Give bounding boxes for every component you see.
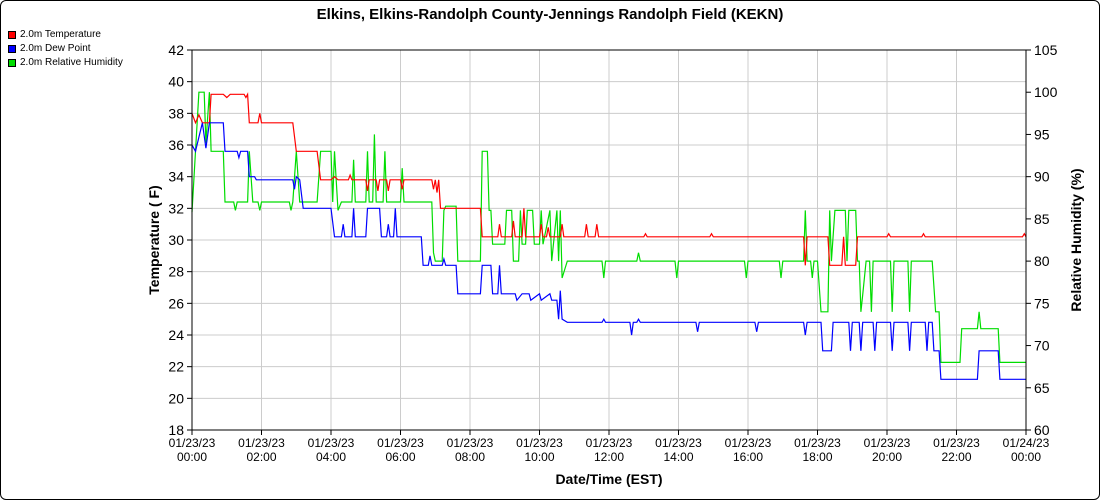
y-tick-label: 26 xyxy=(168,295,184,311)
x-tick-time-label: 14:00 xyxy=(663,450,693,464)
x-tick-time-label: 22:00 xyxy=(941,450,971,464)
x-tick-time-label: 12:00 xyxy=(594,450,624,464)
series-layer xyxy=(191,91,1027,380)
y2-tick-label: 85 xyxy=(1034,211,1050,227)
x-tick-date-label: 01/24/23 xyxy=(1003,436,1050,450)
y-tick-label: 40 xyxy=(168,74,184,90)
temperature-line xyxy=(191,92,1027,266)
x-tick-time-label: 06:00 xyxy=(385,450,415,464)
x-tick-date-label: 01/23/23 xyxy=(238,436,285,450)
dew-point-line xyxy=(191,122,1026,380)
y-tick-label: 22 xyxy=(168,359,184,375)
x-tick-date-label: 01/23/23 xyxy=(725,436,772,450)
y-tick-label: 34 xyxy=(168,169,184,185)
y-tick-label: 36 xyxy=(168,137,184,153)
y2-tick-label: 60 xyxy=(1034,422,1050,438)
x-tick-date-label: 01/23/23 xyxy=(447,436,494,450)
x-tick-time-label: 20:00 xyxy=(872,450,902,464)
x-tick-date-label: 01/23/23 xyxy=(933,436,980,450)
x-tick-time-label: 04:00 xyxy=(316,450,346,464)
x-tick-date-label: 01/23/23 xyxy=(169,436,216,450)
y-tick-label: 24 xyxy=(168,327,184,343)
y2-tick-label: 95 xyxy=(1034,126,1050,142)
legend-label: 2.0m Dew Point xyxy=(20,43,91,54)
x-tick-time-label: 00:00 xyxy=(177,450,207,464)
x-tick-time-label: 10:00 xyxy=(524,450,554,464)
legend-label: 2.0m Temperature xyxy=(20,29,101,40)
grid-lines xyxy=(191,49,1027,431)
y-tick-label: 32 xyxy=(168,200,184,216)
legend-item-relative-humidity[interactable]: 2.0m Relative Humidity xyxy=(8,56,123,70)
x-tick-date-label: 01/23/23 xyxy=(377,436,424,450)
y2-tick-label: 65 xyxy=(1034,380,1050,396)
legend-swatch-temperature xyxy=(8,31,16,39)
legend: 2.0m Temperature 2.0m Dew Point 2.0m Rel… xyxy=(8,28,123,70)
x-tick-time-label: 18:00 xyxy=(802,450,832,464)
y2-tick-label: 100 xyxy=(1034,84,1058,100)
y-tick-label: 28 xyxy=(168,264,184,280)
axes: 18 20 22 24 26 28 30 32 34 36 38 40 42 60 65 70 75 80 85 90… xyxy=(168,42,1057,464)
y2-axis-label: Relative Humidity (%) xyxy=(1068,168,1084,311)
x-tick-time-label: 16:00 xyxy=(733,450,763,464)
y2-tick-label: 105 xyxy=(1034,42,1058,58)
y-tick-label: 18 xyxy=(168,422,184,438)
x-tick-date-label: 01/23/23 xyxy=(516,436,563,450)
x-tick-time-label: 08:00 xyxy=(455,450,485,464)
y-axis-label: Temperature ( F) xyxy=(146,185,162,294)
y2-tick-label: 80 xyxy=(1034,253,1050,269)
x-tick-date-label: 01/23/23 xyxy=(586,436,633,450)
y-tick-label: 38 xyxy=(168,105,184,121)
legend-item-temperature[interactable]: 2.0m Temperature xyxy=(8,28,123,42)
y-tick-label: 20 xyxy=(168,390,184,406)
legend-swatch-relative-humidity xyxy=(8,59,16,67)
x-tick-date-label: 01/23/23 xyxy=(864,436,911,450)
x-tick-date-label: 01/23/23 xyxy=(794,436,841,450)
legend-item-dew-point[interactable]: 2.0m Dew Point xyxy=(8,42,123,56)
x-tick-date-label: 01/23/23 xyxy=(308,436,355,450)
x-tick-time-label: 02:00 xyxy=(246,450,276,464)
legend-swatch-dew-point xyxy=(8,45,16,53)
chart-title: Elkins, Elkins-Randolph County-Jennings … xyxy=(317,6,784,23)
y2-tick-label: 90 xyxy=(1034,169,1050,185)
y2-tick-label: 70 xyxy=(1034,338,1050,354)
y-tick-label: 30 xyxy=(168,232,184,248)
y2-tick-label: 75 xyxy=(1034,295,1050,311)
x-axis-label: Date/Time (EST) xyxy=(555,471,662,487)
legend-label: 2.0m Relative Humidity xyxy=(20,57,123,68)
y-tick-label: 42 xyxy=(168,42,184,58)
x-tick-date-label: 01/23/23 xyxy=(655,436,702,450)
relative-humidity-line xyxy=(191,91,1026,363)
x-tick-time-label: 00:00 xyxy=(1011,450,1041,464)
